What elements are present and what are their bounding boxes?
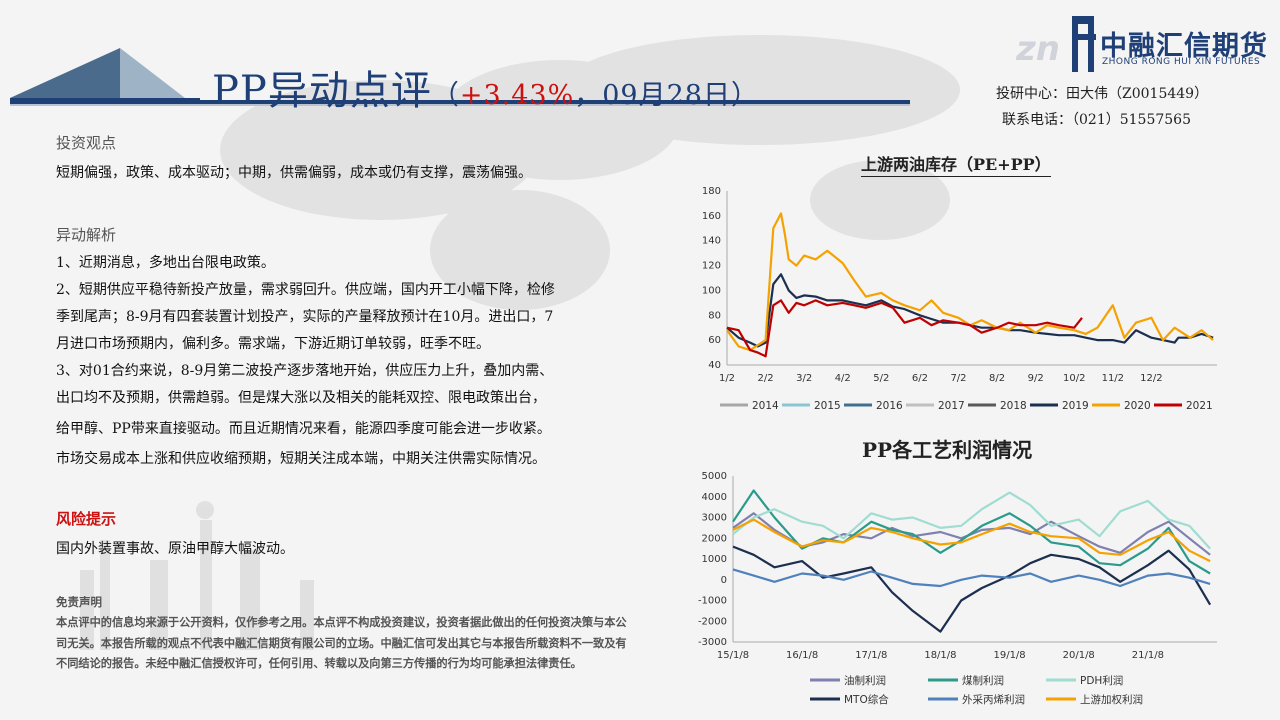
x-tick-label: 4/2: [835, 373, 851, 384]
logo-text-en: ZHONG RONG HUI XIN FUTURES: [1102, 57, 1261, 67]
analysis-line-3: 季到尾声；8-9月有四套装置计划投产，实际的产量释放预计在10月。进出口，7: [56, 309, 554, 325]
header-decoration: [10, 48, 910, 106]
view-section-title: 投资观点: [56, 134, 117, 152]
title-change: +3.43%: [459, 80, 575, 111]
y-tick-label: 80: [708, 310, 721, 321]
analysis-section-title: 异动解析: [56, 226, 117, 244]
analysis-line-5: 3、对01合约来说，8-9月第二波投产逐步落地开始，供应压力上升，叠加内需、: [56, 363, 554, 379]
series-line-2021: [726, 299, 1083, 358]
legend-label: 2018: [1000, 400, 1027, 412]
legend-label: 煤制利润: [962, 674, 1004, 687]
x-tick-label: 16/1/8: [786, 650, 818, 661]
legend-label: 2019: [1062, 400, 1089, 412]
y-tick-label: 0: [721, 575, 727, 586]
contact-phone: 联系电话：（021）51557565: [1002, 112, 1191, 128]
analysis-line-2: 2、短期供应平稳待新投产放量，需求弱回升。供应端，国内开工小幅下降，检修: [56, 282, 555, 298]
disclaimer-title: 免责声明: [56, 595, 102, 609]
analysis-line-1: 1、近期消息，多地出台限电政策。: [56, 255, 275, 271]
y-tick-label: 1000: [702, 554, 727, 565]
x-tick-label: 20/1/8: [1063, 650, 1095, 661]
legend-label: 2021: [1186, 400, 1213, 412]
series-line-MTO综合: [732, 545, 1212, 633]
title-date: ，09月28日）: [574, 80, 759, 111]
x-tick-label: 8/2: [989, 373, 1005, 384]
y-tick-label: 160: [702, 211, 721, 222]
series-line-2020: [726, 212, 1214, 352]
svg-text:zn: zn: [1015, 29, 1060, 69]
y-tick-label: 5000: [702, 471, 727, 482]
legend-label: 上游加权利润: [1080, 693, 1143, 706]
y-tick-label: -3000: [698, 637, 727, 648]
page-title: PP异动点评（+3.43%，09月28日）: [212, 68, 759, 114]
title-paren-open: （: [431, 80, 460, 111]
x-tick-label: 12/2: [1140, 373, 1162, 384]
analysis-line-7: 给甲醇、PP带来直接驱动。而且近期情况来看，能源四季度可能会进一步收紧。: [56, 421, 551, 437]
view-text: 短期偏强，政策、成本驱动；中期，供需偏弱，成本或仍有支撑，震荡偏强。: [56, 165, 532, 181]
x-tick-label: 18/1/8: [924, 650, 956, 661]
risk-section-title: 风险提示: [56, 510, 117, 528]
series-line-煤制利润: [732, 489, 1211, 575]
legend-label: 2020: [1124, 400, 1151, 412]
y-tick-label: 60: [708, 335, 721, 346]
x-tick-label: 2/2: [758, 373, 774, 384]
legend-label: PDH利润: [1080, 674, 1123, 687]
risk-text: 国内外装置事故、原油甲醇大幅波动。: [56, 541, 294, 557]
x-tick-label: 7/2: [950, 373, 966, 384]
logo-text-cn: 中融汇信期货: [1100, 31, 1268, 62]
analyst-info: 投研中心：田大伟（Z0015449）: [996, 86, 1209, 102]
x-tick-label: 11/2: [1102, 373, 1124, 384]
inventory-chart-title: 上游两油库存（PE+PP）: [861, 151, 1051, 177]
x-tick-label: 17/1/8: [855, 650, 887, 661]
y-tick-label: 2000: [702, 533, 727, 544]
analysis-line-6: 出口均不及预期，供需趋弱。但是煤大涨以及相关的能耗双控、限电政策出台，: [56, 390, 546, 406]
y-tick-label: -1000: [698, 596, 727, 607]
legend-label: 2017: [938, 400, 965, 412]
legend-label: 2014: [752, 400, 779, 412]
x-tick-label: 9/2: [1028, 373, 1044, 384]
series-line-外采丙烯利润: [732, 568, 1211, 588]
x-tick-label: 5/2: [873, 373, 889, 384]
legend-label: MTO综合: [844, 693, 889, 706]
profit-chart-title: PP各工艺利润情况: [862, 438, 1033, 462]
series-line-2019: [726, 273, 1214, 348]
x-tick-label: 3/2: [796, 373, 812, 384]
x-tick-label: 15/1/8: [717, 650, 749, 661]
y-tick-label: 100: [702, 285, 721, 296]
x-tick-label: 6/2: [912, 373, 928, 384]
y-tick-label: -2000: [698, 616, 727, 627]
disclaimer-text: 本点评中的信息均来源于公开资料，仅作参考之用。本点评不构成投资建议，投资者据此做…: [56, 615, 627, 670]
x-tick-label: 10/2: [1063, 373, 1085, 384]
x-tick-label: 1/2: [719, 373, 735, 384]
analysis-line-4: 月进口市场预期内，偏利多。需求端，下游近期订单较弱，旺季不旺。: [56, 336, 490, 352]
legend-label: 2016: [876, 400, 903, 412]
legend-label: 油制利润: [844, 674, 886, 687]
legend-label: 外采丙烯利润: [962, 693, 1025, 706]
y-tick-label: 180: [702, 186, 721, 197]
y-tick-label: 140: [702, 236, 721, 247]
inventory-chart: 40 60 80 100 120 140 160 180 1/2 2/2 3/2 4/2 5/2 6/2 7…: [702, 186, 1217, 412]
x-tick-label: 21/1/8: [1132, 650, 1164, 661]
y-tick-label: 120: [702, 261, 721, 272]
company-logo: zn: [1015, 16, 1096, 72]
legend-label: 2015: [814, 400, 841, 412]
profit-chart: -3000 -2000 -1000 0 1000 2000 3000 4000 5000 15/1…: [698, 471, 1217, 706]
y-tick-label: 40: [708, 360, 721, 371]
analysis-line-8: 市场交易成本上涨和供应收缩预期，短期关注成本端，中期关注供需实际情况。: [56, 451, 546, 467]
y-tick-label: 3000: [702, 513, 727, 524]
x-tick-label: 19/1/8: [993, 650, 1025, 661]
series-line-PDH利润: [732, 491, 1211, 550]
series-line-上游加权利润: [732, 518, 1211, 563]
y-tick-label: 4000: [702, 492, 727, 503]
